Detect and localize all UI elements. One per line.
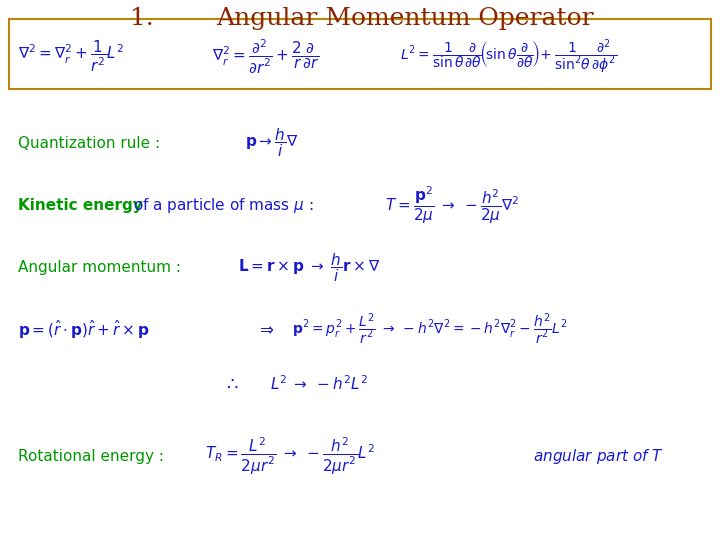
Text: Angular momentum :: Angular momentum : xyxy=(18,260,181,275)
Text: $\nabla_r^2 = \dfrac{\partial^2}{\partial r^2} + \dfrac{2}{r}\dfrac{\partial}{\p: $\nabla_r^2 = \dfrac{\partial^2}{\partia… xyxy=(212,38,320,76)
Text: of a particle of mass $\mu$ :: of a particle of mass $\mu$ : xyxy=(133,195,314,215)
Text: $L^2 \;\rightarrow\; -h^2 L^2$: $L^2 \;\rightarrow\; -h^2 L^2$ xyxy=(270,374,368,393)
Text: 1.: 1. xyxy=(130,8,153,30)
Text: $\mathbf{L} = \mathbf{r}\times\mathbf{p} \;\rightarrow\; \dfrac{h}{i}\mathbf{r}\: $\mathbf{L} = \mathbf{r}\times\mathbf{p}… xyxy=(238,251,380,284)
Text: $\mathbf{p} = (\hat{r}\cdot\mathbf{p})\hat{r} + \hat{r}\times\mathbf{p}$: $\mathbf{p} = (\hat{r}\cdot\mathbf{p})\h… xyxy=(18,318,150,341)
Text: Quantization rule :: Quantization rule : xyxy=(18,136,160,151)
Text: $\Rightarrow$: $\Rightarrow$ xyxy=(256,320,274,339)
Text: $\nabla^2 = \nabla_r^2 + \dfrac{1}{r^2}L^2$: $\nabla^2 = \nabla_r^2 + \dfrac{1}{r^2}L… xyxy=(18,39,125,75)
Text: $\mathbf{p} \rightarrow \dfrac{h}{i}\nabla$: $\mathbf{p} \rightarrow \dfrac{h}{i}\nab… xyxy=(245,127,298,159)
Text: $T = \dfrac{\mathbf{p}^2}{2\mu} \;\rightarrow\; -\dfrac{h^2}{2\mu}\nabla^2$: $T = \dfrac{\mathbf{p}^2}{2\mu} \;\right… xyxy=(385,185,520,226)
Text: Rotational energy :: Rotational energy : xyxy=(18,449,164,464)
FancyBboxPatch shape xyxy=(9,19,711,89)
Text: angular part of $T$: angular part of $T$ xyxy=(533,447,664,466)
Text: $L^2 = \dfrac{1}{\sin\theta}\dfrac{\partial}{\partial\theta}\!\left(\!\sin\theta: $L^2 = \dfrac{1}{\sin\theta}\dfrac{\part… xyxy=(400,37,616,76)
Text: Kinetic energy: Kinetic energy xyxy=(18,198,143,213)
Text: $\therefore$: $\therefore$ xyxy=(223,374,239,393)
Text: Angular Momentum Operator: Angular Momentum Operator xyxy=(216,8,593,30)
Text: $\mathbf{p}^2 = p_r^2 + \dfrac{L^2}{r^2} \;\rightarrow\; -h^2\nabla^2 = -h^2\nab: $\mathbf{p}^2 = p_r^2 + \dfrac{L^2}{r^2}… xyxy=(292,312,567,347)
Text: $T_R = \dfrac{L^2}{2\mu r^2} \;\rightarrow\; -\dfrac{h^2}{2\mu r^2}L^2$: $T_R = \dfrac{L^2}{2\mu r^2} \;\rightarr… xyxy=(205,436,376,477)
